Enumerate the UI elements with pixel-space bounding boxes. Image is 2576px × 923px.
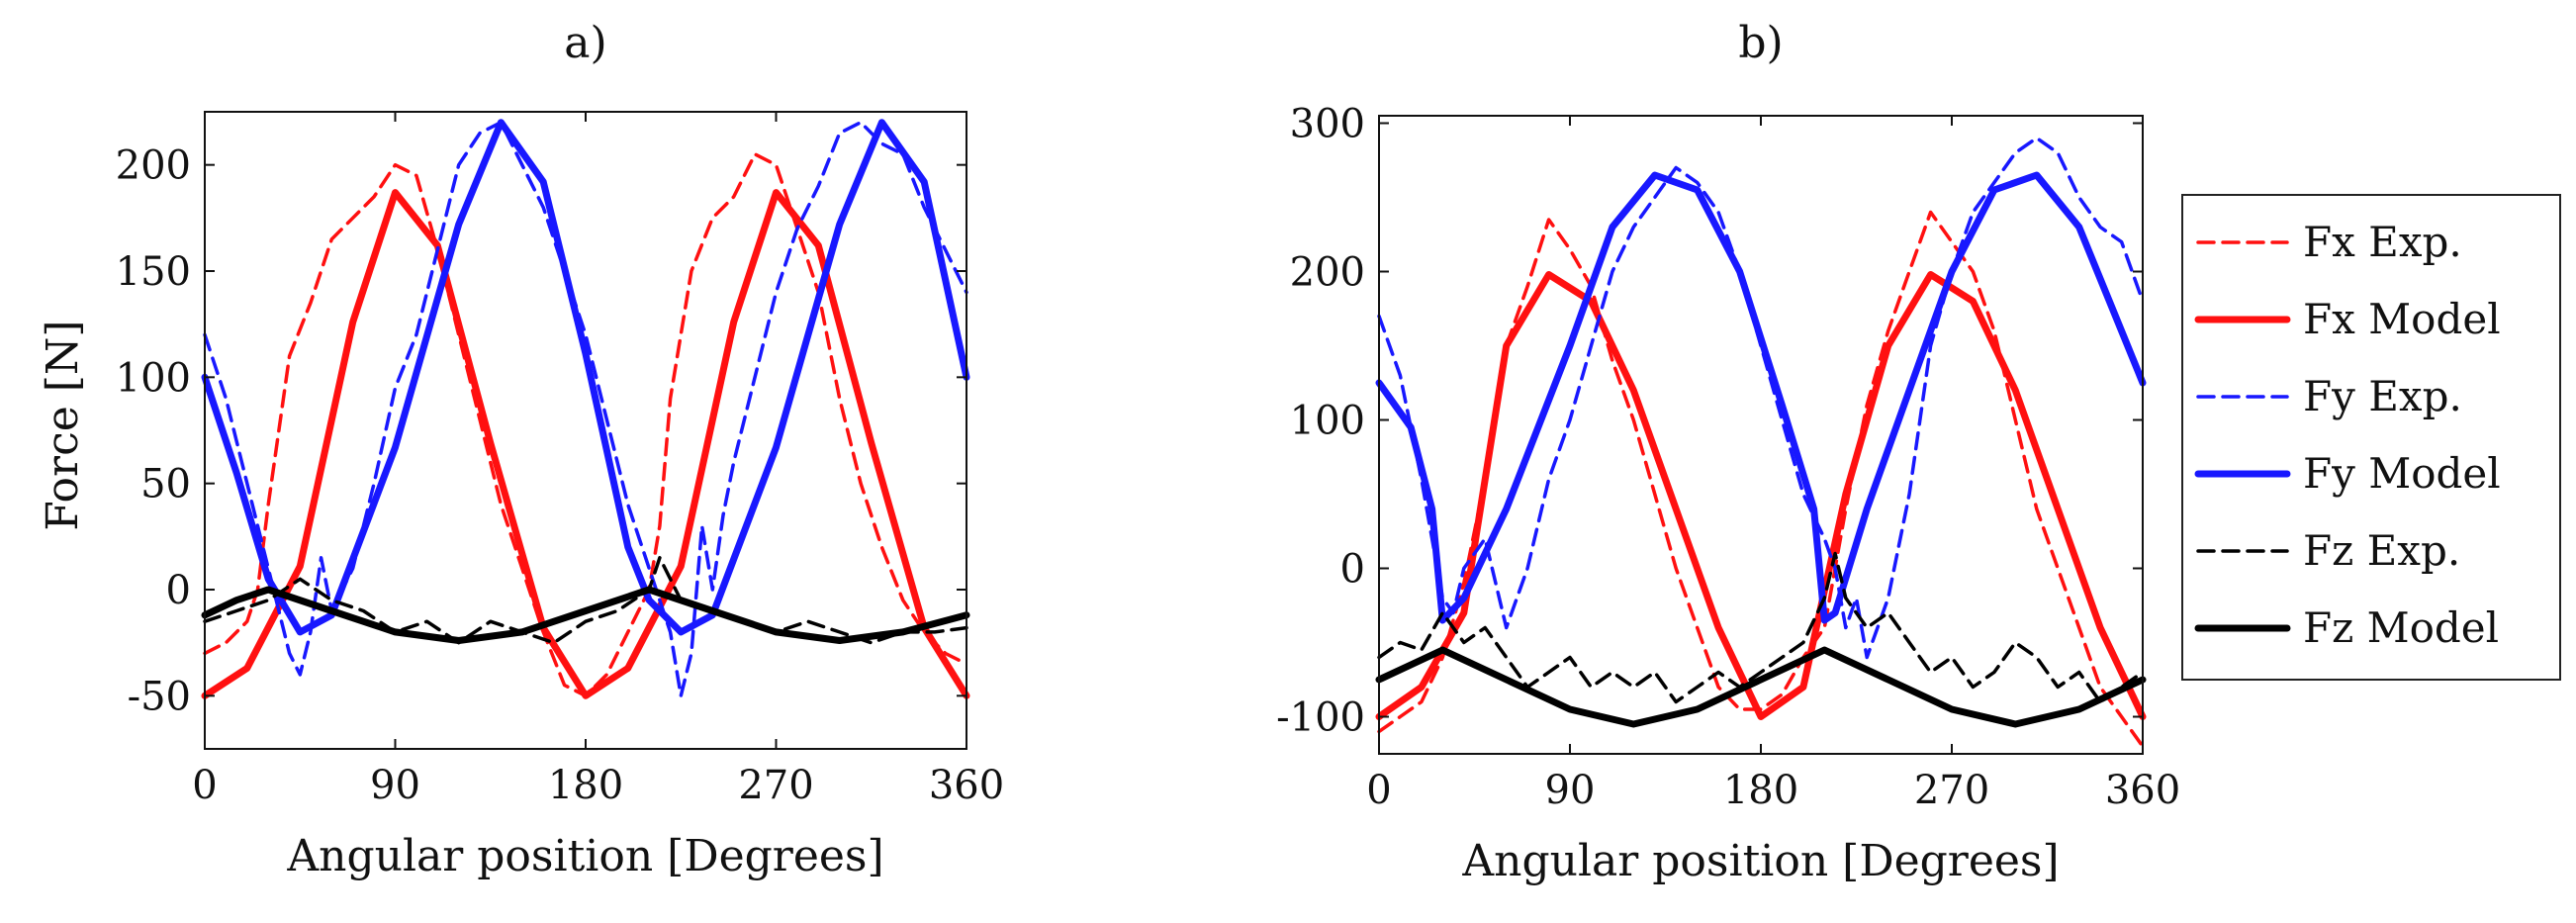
- series-line-fy-model: [201, 119, 970, 636]
- legend-label: Fz Exp.: [2303, 526, 2460, 575]
- y-tick-label: 200: [116, 143, 191, 189]
- x-tick-label: 360: [2105, 768, 2180, 813]
- series-line-fz-exp: [203, 556, 968, 645]
- legend-label: Fx Exp.: [2303, 218, 2462, 266]
- legend-box: [2181, 194, 2561, 681]
- legend: Fx Exp. Fx Model Fy Exp. Fy Model Fz Exp. Fz …: [2181, 194, 2561, 681]
- x-tick-label: 0: [192, 763, 217, 808]
- panel-a-title: a): [564, 18, 606, 68]
- x-tick-label: 90: [370, 763, 420, 808]
- series-line-fz-model: [201, 586, 970, 644]
- series-line-fy-exp: [203, 120, 968, 698]
- y-tick-label: -50: [128, 674, 191, 719]
- y-tick-label: 300: [1290, 102, 1365, 147]
- y-tick-label: 50: [140, 462, 191, 508]
- series-line-fx-model: [201, 189, 970, 699]
- x-tick-label: 180: [548, 763, 623, 808]
- x-tick-label: 360: [929, 763, 1004, 808]
- legend-label: Fy Model: [2303, 449, 2501, 498]
- plot-frame: [204, 111, 967, 750]
- legend-label: Fz Model: [2303, 603, 2499, 652]
- legend-label: Fy Exp.: [2303, 372, 2462, 420]
- y-tick-label: 100: [116, 355, 191, 401]
- legend-entries: Fx Exp. Fx Model Fy Exp. Fy Model Fz Exp. Fz …: [2194, 218, 2501, 652]
- y-tick-label: 200: [1290, 250, 1365, 296]
- x-tick-label: 0: [1366, 768, 1391, 813]
- panel-a-ylabel: Force [N]: [38, 320, 88, 530]
- series-line-fy-exp: [1377, 136, 2145, 660]
- x-tick-label: 90: [1545, 768, 1596, 813]
- series-line-fx-model: [1375, 271, 2147, 720]
- series-line-fx-exp: [203, 152, 968, 698]
- x-tick-label: 270: [738, 763, 813, 808]
- legend-label: Fx Model: [2303, 295, 2501, 343]
- y-tick-label: 100: [1290, 399, 1365, 444]
- y-tick-label: -100: [1276, 695, 1365, 741]
- series-line-fz-exp: [1377, 551, 2145, 704]
- series-line-fz-model: [1375, 646, 2147, 728]
- series-line-fy-model: [1375, 171, 2147, 624]
- y-tick-label: 0: [166, 568, 191, 613]
- series-line-fx-exp: [1377, 210, 2145, 749]
- x-tick-label: 270: [1914, 768, 1989, 813]
- panel-a-xlabel: Angular position [Degrees]: [286, 831, 883, 881]
- y-tick-label: 0: [1340, 547, 1365, 593]
- y-tick-label: 150: [116, 249, 191, 295]
- x-tick-label: 180: [1723, 768, 1798, 813]
- panel-b-title: b): [1738, 18, 1783, 68]
- panel-b-xlabel: Angular position [Degrees]: [1461, 836, 2059, 886]
